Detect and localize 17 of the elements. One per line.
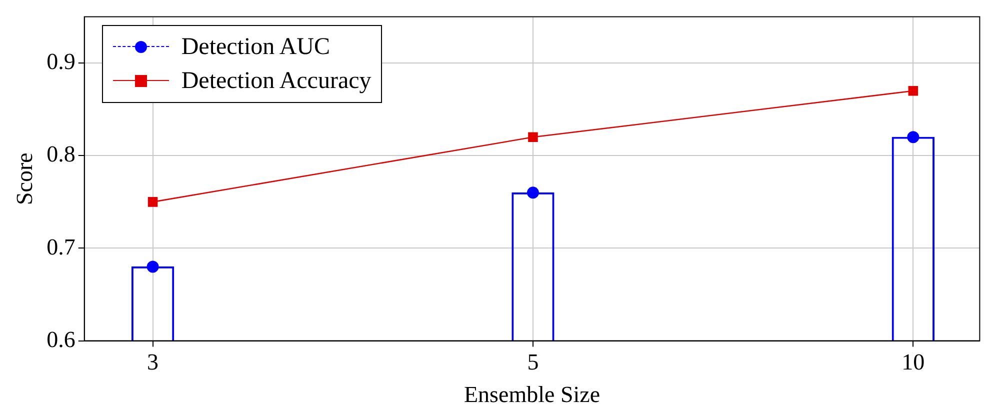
legend-label: Detection AUC <box>181 32 330 62</box>
y-tick-label: 0.8 <box>46 142 76 167</box>
x-tick-label: 3 <box>147 350 159 375</box>
y-axis-title: Score <box>12 152 37 205</box>
point <box>528 132 538 142</box>
y-tick-label: 0.9 <box>46 49 76 74</box>
point <box>908 86 918 96</box>
point <box>148 197 158 207</box>
point <box>526 186 539 199</box>
y-tick-label: 0.6 <box>46 326 76 352</box>
y-tick-label: 0.7 <box>46 234 76 260</box>
x-tick-label: 10 <box>902 350 925 375</box>
point <box>907 131 920 144</box>
point <box>146 260 159 273</box>
x-tick-label: 5 <box>527 350 539 375</box>
legend-label: Detection Accuracy <box>181 66 372 96</box>
x-axis-title: Ensemble Size <box>464 382 600 408</box>
